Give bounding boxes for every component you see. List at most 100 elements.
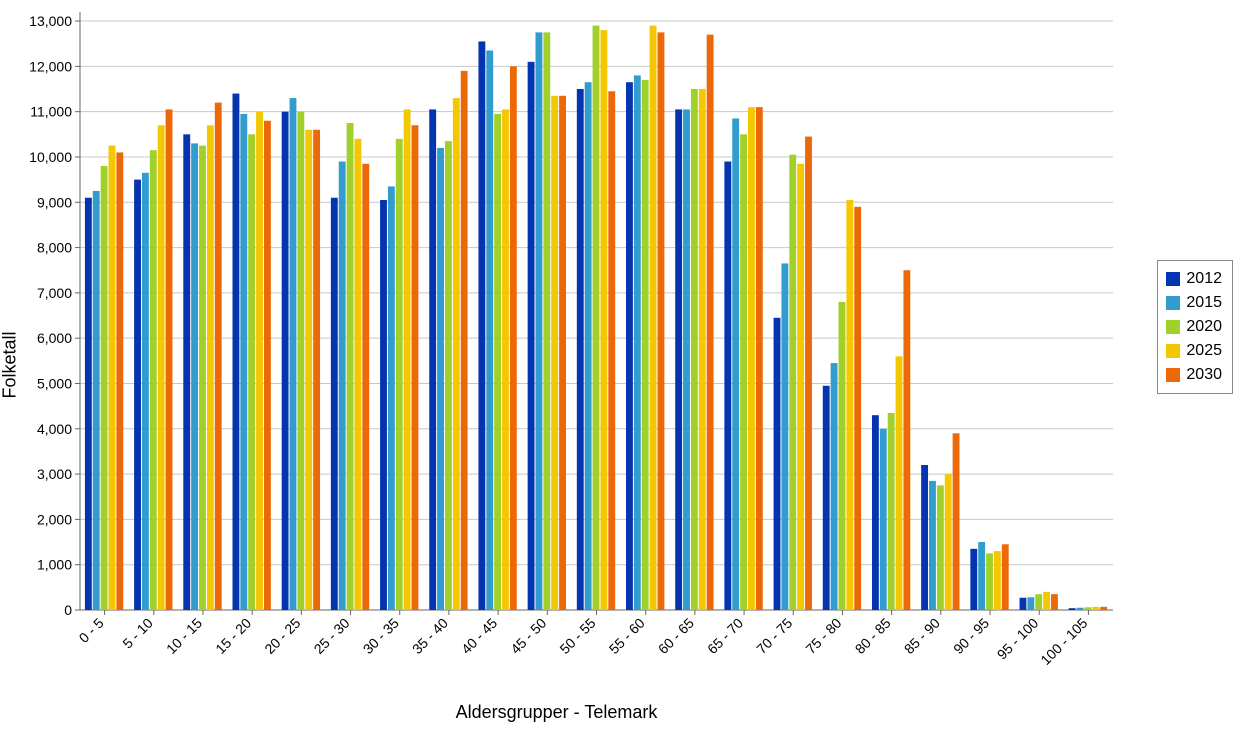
- bar: [536, 32, 543, 610]
- bar: [1002, 544, 1009, 610]
- bar: [929, 481, 936, 610]
- bar: [232, 94, 239, 610]
- bar: [921, 465, 928, 610]
- bar: [608, 91, 615, 610]
- bar: [445, 141, 452, 610]
- bar: [1077, 608, 1084, 610]
- bar: [380, 200, 387, 610]
- bar: [85, 198, 92, 610]
- bar: [313, 130, 320, 610]
- x-tick-label: 55 - 60: [606, 615, 648, 657]
- legend-swatch: [1166, 296, 1180, 310]
- y-tick-label: 9,000: [37, 194, 72, 210]
- y-tick-label: 10,000: [29, 149, 72, 165]
- bar: [510, 66, 517, 610]
- bar: [805, 137, 812, 610]
- bar: [282, 112, 289, 610]
- bar: [945, 474, 952, 610]
- bar: [1020, 598, 1027, 610]
- x-tick-label: 30 - 35: [360, 615, 402, 657]
- bar: [994, 551, 1001, 610]
- bar: [675, 109, 682, 610]
- bar: [461, 71, 468, 610]
- bar: [846, 200, 853, 610]
- bar: [142, 173, 149, 610]
- legend-label: 2030: [1186, 363, 1222, 387]
- y-tick-label: 13,000: [29, 13, 72, 29]
- bar: [634, 75, 641, 610]
- bar: [1100, 607, 1107, 610]
- x-tick-label: 80 - 85: [852, 615, 894, 657]
- bar: [93, 191, 100, 610]
- legend-label: 2025: [1186, 339, 1222, 363]
- bar: [388, 186, 395, 610]
- bar: [297, 112, 304, 610]
- bar: [166, 109, 173, 610]
- y-tick-label: 7,000: [37, 285, 72, 301]
- bar: [331, 198, 338, 610]
- bar: [880, 429, 887, 610]
- y-tick-label: 0: [64, 602, 72, 618]
- y-tick-label: 3,000: [37, 466, 72, 482]
- bar: [774, 318, 781, 610]
- x-tick-label: 85 - 90: [901, 615, 943, 657]
- bar: [732, 118, 739, 610]
- x-tick-label: 40 - 45: [458, 615, 500, 657]
- bar: [839, 302, 846, 610]
- bar: [215, 103, 222, 610]
- bar: [657, 32, 664, 610]
- bar: [650, 26, 657, 610]
- x-tick-label: 15 - 20: [212, 615, 254, 657]
- bar: [986, 553, 993, 610]
- bar: [494, 114, 501, 610]
- legend: 20122015202020252030: [1157, 260, 1233, 394]
- legend-item: 2030: [1166, 363, 1222, 387]
- bar: [158, 125, 165, 610]
- bar: [1051, 594, 1058, 610]
- bar: [551, 96, 558, 610]
- bar: [789, 155, 796, 610]
- bar: [888, 413, 895, 610]
- bar: [896, 356, 903, 610]
- y-axis-title: Folketall: [0, 331, 21, 398]
- x-tick-label: 70 - 75: [753, 615, 795, 657]
- x-tick-label: 95 - 100: [994, 615, 1042, 663]
- bar: [600, 30, 607, 610]
- bar: [199, 146, 206, 610]
- bar: [1027, 597, 1034, 610]
- bar: [699, 89, 706, 610]
- legend-item: 2012: [1166, 267, 1222, 291]
- bar: [207, 125, 214, 610]
- bar: [240, 114, 247, 610]
- bar: [396, 139, 403, 610]
- bar: [854, 207, 861, 610]
- legend-swatch: [1166, 368, 1180, 382]
- y-tick-label: 1,000: [37, 557, 72, 573]
- bar: [502, 109, 509, 610]
- bar: [109, 146, 116, 610]
- bar: [453, 98, 460, 610]
- legend-swatch: [1166, 272, 1180, 286]
- bar: [831, 363, 838, 610]
- bar: [248, 134, 255, 610]
- bar: [183, 134, 190, 610]
- bar: [970, 549, 977, 610]
- bar: [404, 109, 411, 610]
- bar: [354, 139, 361, 610]
- bar: [429, 109, 436, 610]
- bar: [978, 542, 985, 610]
- bar: [305, 130, 312, 610]
- y-tick-label: 12,000: [29, 58, 72, 74]
- x-tick-label: 90 - 95: [950, 615, 992, 657]
- bar: [740, 134, 747, 610]
- bar: [264, 121, 271, 610]
- bar: [290, 98, 297, 610]
- x-tick-label: 5 - 10: [119, 615, 156, 652]
- y-tick-label: 2,000: [37, 511, 72, 527]
- x-tick-label: 0 - 5: [76, 615, 107, 646]
- bar: [1084, 607, 1091, 610]
- x-axis-title: Aldersgrupper - Telemark: [0, 702, 1113, 723]
- y-tick-label: 5,000: [37, 375, 72, 391]
- bar: [593, 26, 600, 610]
- bar: [1043, 592, 1050, 610]
